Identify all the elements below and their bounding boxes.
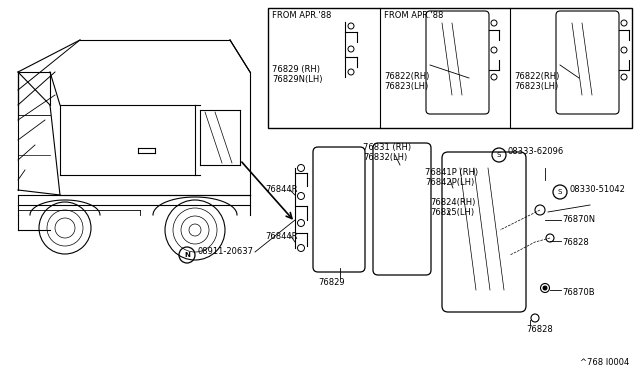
- Bar: [268, 8, 632, 128]
- Text: 76841P (RH)
76842P(LH): 76841P (RH) 76842P(LH): [425, 168, 478, 187]
- Text: 76824(RH)
76825(LH): 76824(RH) 76825(LH): [430, 198, 476, 217]
- Text: 08911-20637: 08911-20637: [197, 247, 253, 257]
- Text: FROM APR.'88: FROM APR.'88: [384, 11, 444, 20]
- Text: 76828: 76828: [562, 238, 589, 247]
- Text: ^768 I0004: ^768 I0004: [580, 358, 629, 367]
- Text: 76829 (RH)
76829N(LH): 76829 (RH) 76829N(LH): [272, 65, 323, 84]
- Text: 76844R: 76844R: [265, 185, 298, 194]
- Text: 76870B: 76870B: [562, 288, 595, 297]
- Text: 76831 (RH)
76832(LH): 76831 (RH) 76832(LH): [363, 143, 411, 163]
- Text: 76822(RH)
76823(LH): 76822(RH) 76823(LH): [384, 72, 429, 92]
- Text: 76828: 76828: [527, 325, 554, 334]
- Text: 08333-62096: 08333-62096: [508, 148, 564, 157]
- Text: 76822(RH)
76823(LH): 76822(RH) 76823(LH): [514, 72, 559, 92]
- Text: 76829: 76829: [318, 278, 344, 287]
- Text: S: S: [497, 152, 501, 158]
- Text: S: S: [558, 189, 562, 195]
- Text: 76844R: 76844R: [265, 232, 298, 241]
- Text: 76870N: 76870N: [562, 215, 595, 224]
- Text: FROM APR.'88: FROM APR.'88: [272, 11, 332, 20]
- Circle shape: [543, 286, 547, 290]
- Text: 08330-51042: 08330-51042: [569, 185, 625, 193]
- Text: N: N: [184, 252, 190, 258]
